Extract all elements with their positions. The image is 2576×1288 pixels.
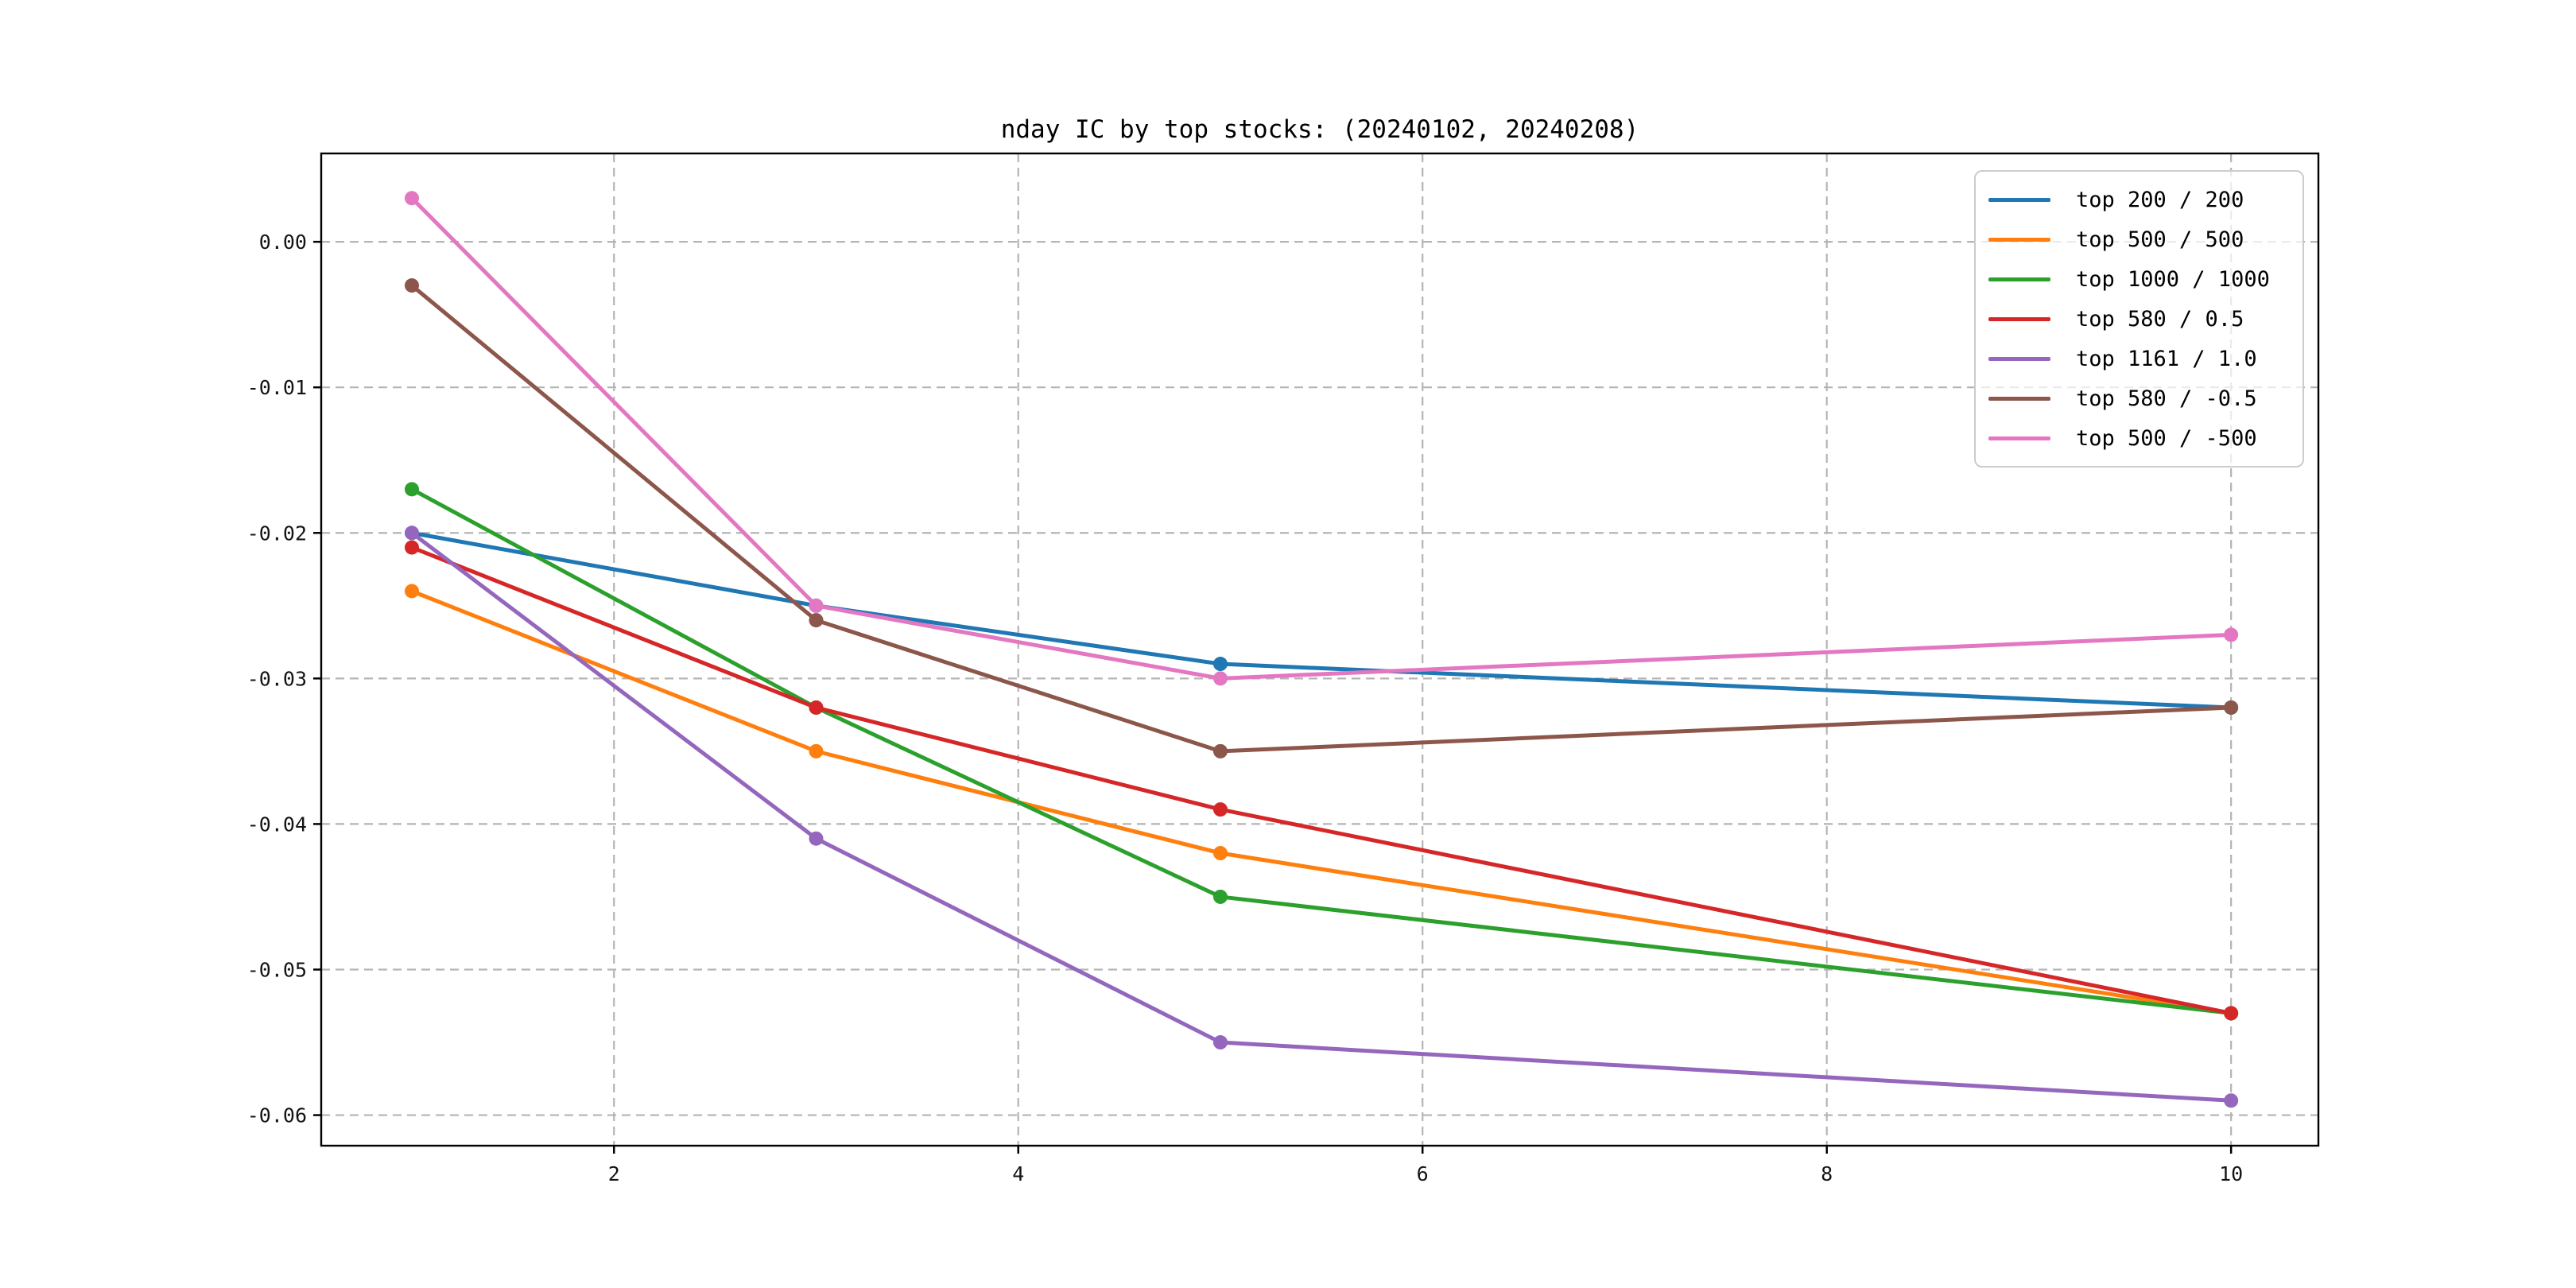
y-axis: 0.00 -0.01 -0.02 -0.03 -0.04 -0.05 -0.06 bbox=[247, 231, 321, 1127]
x-tick-label-10: 10 bbox=[2219, 1162, 2243, 1185]
data-point-marker bbox=[405, 584, 420, 599]
legend-label: top 500 / 500 bbox=[2076, 227, 2244, 252]
y-tick-label-0-05: -0.05 bbox=[247, 958, 307, 981]
legend-label: top 580 / -0.5 bbox=[2076, 386, 2257, 411]
legend-line-swatch bbox=[1988, 396, 2050, 401]
y-tick-label-0-06: -0.06 bbox=[247, 1104, 307, 1127]
legend-label: top 1000 / 1000 bbox=[2076, 266, 2270, 292]
series-line-top-1161-1-0 bbox=[409, 530, 2233, 1103]
data-point-marker bbox=[2224, 700, 2239, 715]
data-point-marker bbox=[1212, 657, 1228, 672]
data-point-marker bbox=[2224, 627, 2239, 642]
y-tick-label-0-02: -0.02 bbox=[247, 522, 307, 545]
data-point-marker bbox=[809, 613, 824, 628]
data-point-marker bbox=[809, 831, 824, 846]
legend-line-swatch bbox=[1988, 436, 2050, 440]
legend-label: top 200 / 200 bbox=[2076, 187, 2244, 212]
data-point-marker bbox=[2224, 1093, 2239, 1108]
series-6-top-500-500 bbox=[405, 191, 2239, 686]
series-line-top-580-0-5 bbox=[409, 545, 2233, 1015]
series-4-top-1161-1-0 bbox=[405, 526, 2239, 1108]
legend-item-2-top-1000-1000: top 1000 / 1000 bbox=[1976, 260, 2302, 298]
data-point-marker bbox=[1212, 671, 1228, 686]
legend-line-swatch bbox=[1988, 316, 2050, 321]
series-5-top-580-0-5 bbox=[405, 278, 2239, 758]
legend-item-4-top-1161-1-0: top 1161 / 1.0 bbox=[1976, 339, 2302, 378]
series-3-top-580-0-5 bbox=[405, 540, 2239, 1021]
data-point-marker bbox=[809, 700, 824, 715]
legend: top 200 / 200 top 500 / 500 top 1000 / 100… bbox=[1974, 170, 2304, 467]
legend-line-swatch bbox=[1988, 277, 2050, 281]
legend-line-swatch bbox=[1988, 356, 2050, 361]
series-line-top-1000-1000 bbox=[409, 487, 2233, 1015]
series-line-top-580-0-5 bbox=[409, 283, 2233, 754]
chart-title: nday IC by top stocks: (20240102, 202402… bbox=[1000, 115, 1639, 144]
series-line-top-500-500 bbox=[409, 196, 2233, 681]
data-point-marker bbox=[405, 526, 420, 541]
series-2-top-1000-1000 bbox=[405, 482, 2239, 1021]
series-0-top-200-200 bbox=[405, 526, 2239, 715]
data-point-marker bbox=[1212, 846, 1228, 861]
x-axis: 2 4 6 8 10 bbox=[608, 1146, 2243, 1185]
series-1-top-500-500 bbox=[405, 584, 2239, 1021]
x-tick-label-4: 4 bbox=[1012, 1162, 1024, 1185]
y-tick-label-0-00: 0.00 bbox=[259, 231, 307, 254]
data-point-marker bbox=[1212, 743, 1228, 758]
plot-border bbox=[320, 152, 2320, 1147]
data-point-marker bbox=[809, 743, 824, 758]
legend-label: top 500 / -500 bbox=[2076, 425, 2257, 451]
legend-item-0-top-200-200: top 200 / 200 bbox=[1976, 180, 2302, 219]
legend-item-5-top-580-0-5: top 580 / -0.5 bbox=[1976, 379, 2302, 417]
data-point-marker bbox=[1212, 889, 1228, 904]
legend-item-1-top-500-500: top 500 / 500 bbox=[1976, 220, 2302, 258]
y-tick-label-0-04: -0.04 bbox=[247, 813, 307, 836]
legend-label: top 1161 / 1.0 bbox=[2076, 346, 2257, 371]
legend-item-6-top-500-500: top 500 / -500 bbox=[1976, 419, 2302, 457]
series-line-top-200-200 bbox=[409, 530, 2233, 710]
data-point-marker bbox=[405, 278, 420, 293]
data-point-marker bbox=[1212, 802, 1228, 817]
y-tick-label-0-03: -0.03 bbox=[247, 667, 307, 690]
legend-line-swatch bbox=[1988, 237, 2050, 242]
x-tick-label-6: 6 bbox=[1417, 1162, 1429, 1185]
x-tick-label-8: 8 bbox=[1821, 1162, 1833, 1185]
x-tick-label-2: 2 bbox=[608, 1162, 620, 1185]
data-point-marker bbox=[405, 191, 420, 206]
legend-line-swatch bbox=[1988, 197, 2050, 202]
data-point-marker bbox=[2224, 1006, 2239, 1021]
data-point-marker bbox=[809, 598, 824, 613]
data-point-marker bbox=[405, 482, 420, 497]
data-point-marker bbox=[1212, 1035, 1228, 1050]
legend-label: top 580 / 0.5 bbox=[2076, 306, 2244, 332]
data-point-marker bbox=[405, 540, 420, 555]
y-tick-label-0-01: -0.01 bbox=[247, 376, 307, 399]
legend-item-3-top-580-0-5: top 580 / 0.5 bbox=[1976, 300, 2302, 338]
